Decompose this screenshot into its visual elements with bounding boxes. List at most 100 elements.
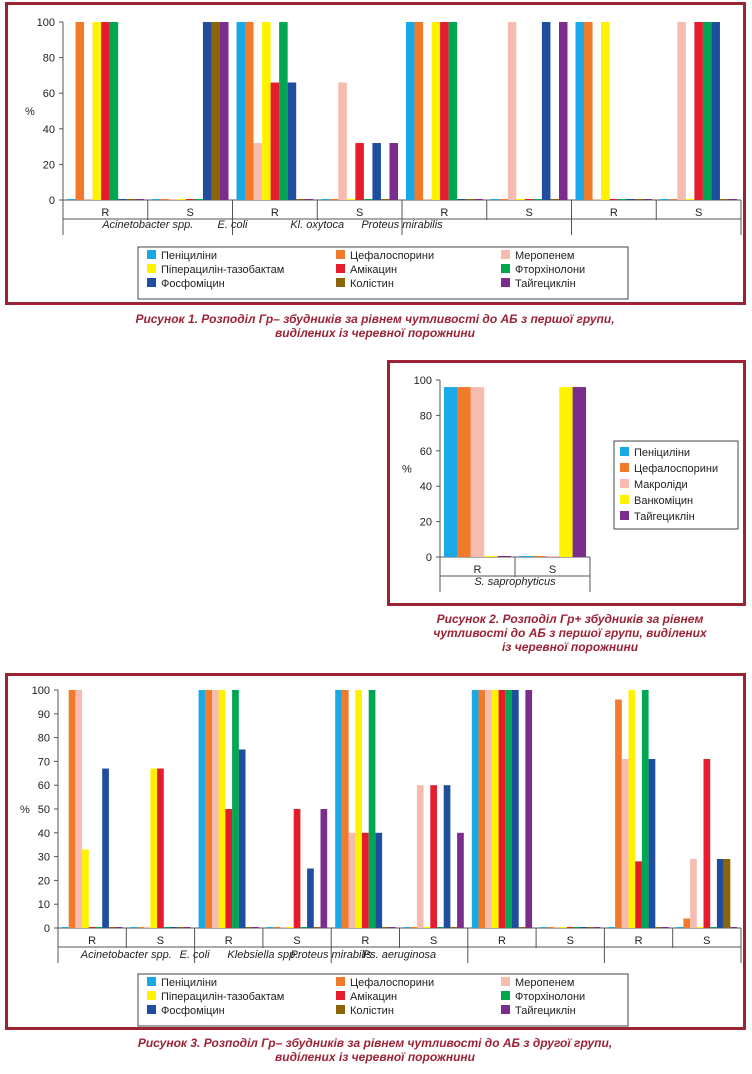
chart3-bar-ps-aeruginosa-R-7 [655,927,662,928]
chart3-legend-label: Цефалоспорини [350,977,434,989]
chart1-sub-label: S [356,207,363,219]
chart3-bar-proteus-mirabilis-R-2 [485,690,492,928]
chart3-bar-klebsiella-spp-S-5 [437,927,444,928]
chart2-legend-swatch [620,511,629,520]
chart3-bar-klebsiella-spp-S-2 [416,785,424,928]
chart3-group-label: E. coli [180,949,211,961]
chart1-bar-e-coli-R-4 [270,82,280,200]
chart3-bar-klebsiella-spp-S-0 [403,927,411,928]
chart3-bar-e-coli-R-4 [225,809,233,928]
chart3-sub-label: R [88,935,96,947]
chart2-legend-label: Ванкоміцин [634,495,693,507]
chart3-bar-proteus-mirabilis-S-8 [593,927,601,928]
chart-panel-2: 0 20 40 60 80 100% R S S. saprophyticus Пеніцилін… [387,360,746,606]
chart3-bar-klebsiella-spp-S-6 [443,785,451,928]
chart3-bar-ps-aeruginosa-S-7 [723,858,731,928]
chart1-bar-acinetobacter-spp-S-4 [185,199,195,200]
chart1-y-tick-label: 0 [49,195,55,207]
chart3-bar-proteus-mirabilis-S-2 [553,927,561,928]
chart1-bar-proteus-mirabilis-R-2 [592,199,602,200]
chart2-bar-s-saprophyticus-S-2 [545,556,560,557]
chart3-bar-acinetobacter-spp-S-7 [177,927,184,928]
chart1-group-label: E. coli [218,219,249,231]
chart3-bar-ps-aeruginosa-S-5 [710,927,717,928]
chart3-bar-klebsiella-spp-R-6 [375,832,383,928]
chart3-bar-ps-aeruginosa-R-8 [662,927,669,928]
figure-1-caption-line-1: Рисунок 1. Розподіл Гр– збудників за рів… [135,312,615,326]
chart1-legend-label: Тайгециклін [515,278,576,290]
chart1-group-label: Kl. oxytoca [290,219,344,231]
chart1-sub-label: R [271,207,279,219]
chart1-bar-e-coli-R-5 [279,22,288,200]
chart3-bar-proteus-mirabilis-R-5 [505,690,512,928]
chart1-bar-acinetobacter-spp-R-5 [109,22,119,200]
chart1-bar-kl-oxytoca-R-0 [406,22,415,200]
chart1-sub-label: R [610,207,618,219]
chart1-bar-proteus-mirabilis-R-4 [609,199,619,200]
chart3-sub-label: S [430,935,437,947]
chart3-legend-swatch [501,991,510,1000]
chart3-legend-swatch [501,1005,510,1014]
chart1-bar-e-coli-S-0 [321,199,330,200]
chart3-y-tick-label: 80 [38,733,50,745]
chart1-sub-label: R [440,207,448,219]
chart1-bar-proteus-mirabilis-R-8 [643,199,653,200]
chart1-bar-acinetobacter-spp-R-6 [118,199,127,200]
chart3-bar-e-coli-S-2 [280,927,287,928]
chart1-legend-label: Піперацилін-тазобактам [161,264,284,276]
chart2-legend-frame [613,440,739,530]
chart3-bar-proteus-mirabilis-S-7 [587,927,594,928]
chart3-sub-label: S [703,935,710,947]
chart1-bar-proteus-mirabilis-R-7 [635,199,644,200]
chart3-bar-ps-aeruginosa-R-0 [608,927,616,928]
chart3-bar-proteus-mirabilis-S-6 [580,927,587,928]
chart3-bar-e-coli-S-1 [273,927,281,928]
chart-3-svg: 0 10 20 30 40 50 60 70 80 90 100% R S Acinetobacter s… [20,685,742,1027]
chart3-bar-acinetobacter-spp-S-8 [183,927,191,928]
chart2-sub-label: S [549,564,556,576]
chart1-bar-proteus-mirabilis-R-1 [584,22,593,200]
chart3-y-tick-label: 90 [38,709,50,721]
chart1-bar-kl-oxytoca-R-4 [440,22,449,200]
chart3-bar-klebsiella-spp-S-4 [430,785,437,928]
chart3-bar-proteus-mirabilis-S-5 [573,927,581,928]
chart3-bar-e-coli-R-7 [245,927,253,928]
chart3-legend-swatch [147,991,156,1000]
chart1-bar-e-coli-R-3 [262,22,271,200]
chart2-group-label: S. saprophyticus [474,576,556,588]
chart-panel-3: 0 10 20 30 40 50 60 70 80 90 100% R S Acinetobacter s… [5,673,746,1030]
chart1-y-axis-label: % [25,106,35,118]
chart1-bar-proteus-mirabilis-R-3 [601,22,610,200]
chart1-bar-e-coli-R-6 [287,82,297,200]
chart3-bar-acinetobacter-spp-R-5 [95,927,103,928]
chart1-legend-swatch [147,264,156,273]
chart3-y-axis-label: % [20,804,30,816]
chart3-bar-acinetobacter-spp-R-0 [62,927,69,928]
chart3-sub-label: S [293,935,300,947]
chart1-bar-acinetobacter-spp-S-8 [219,22,229,200]
chart1-legend-label: Фосфоміцин [161,278,225,290]
chart3-legend-label: Фосфоміцин [161,1005,225,1017]
chart3-bar-proteus-mirabilis-S-0 [540,927,547,928]
chart2-bar-s-saprophyticus-S-4 [572,387,586,557]
chart1-sub-label: S [695,207,702,219]
chart1-bar-e-coli-S-8 [389,143,398,200]
chart2-legend-swatch [620,495,629,504]
chart3-bar-e-coli-S-7 [313,927,321,928]
chart3-bar-klebsiella-spp-S-7 [450,927,458,928]
chart2-sub-label: R [474,564,482,576]
chart1-bar-acinetobacter-spp-R-3 [92,22,102,200]
chart2-bar-s-saprophyticus-R-3 [484,556,498,557]
chart1-legend-label: Амікацин [350,264,397,276]
chart2-y-axis-label: % [402,464,412,476]
chart2-legend-label: Пеніциліни [634,447,690,459]
figure-3-caption-line-1: Рисунок 3. Розподіл Гр– збудників за рів… [137,1036,613,1050]
chart1-bar-acinetobacter-spp-R-1 [75,22,85,200]
chart3-bar-acinetobacter-spp-S-4 [157,768,164,928]
chart3-bar-ps-aeruginosa-S-0 [676,927,684,928]
chart1-bar-proteus-mirabilis-S-5 [702,22,712,200]
chart1-bar-e-coli-S-5 [363,199,373,200]
chart1-legend-label: Меропенем [515,250,574,262]
chart1-bar-proteus-mirabilis-R-6 [626,199,636,200]
